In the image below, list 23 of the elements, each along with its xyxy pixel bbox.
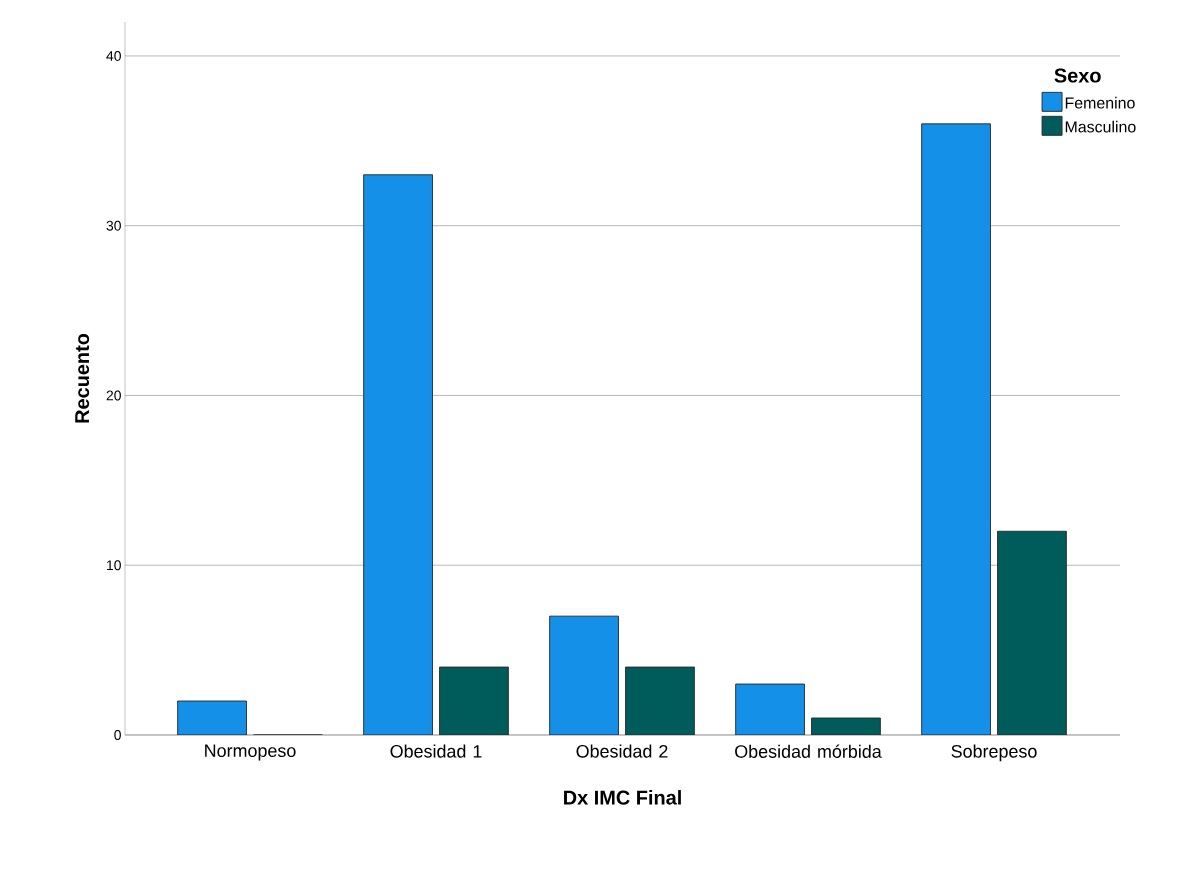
- bar: [439, 666, 509, 735]
- x-tick-label: Normopeso: [205, 744, 296, 761]
- y-tick-label: 10: [107, 560, 121, 571]
- x-axis-title: Dx IMC Final: [564, 790, 681, 805]
- x-tick-label: Sobrepeso: [951, 744, 1037, 762]
- y-axis-title: Recuento: [75, 333, 90, 423]
- y-tick-label: 40: [106, 50, 121, 61]
- legend-label: Masculino: [1065, 120, 1136, 133]
- y-tick-label: 0: [114, 730, 121, 740]
- y-tick-label: 30: [106, 220, 121, 231]
- bar: [625, 666, 695, 735]
- bar: [921, 123, 991, 735]
- bar: [363, 174, 433, 735]
- y-tick-label: 20: [106, 390, 121, 401]
- x-tick-label: Obesidad 1: [390, 744, 482, 758]
- x-tick-label: Obesidad mórbida: [735, 744, 882, 758]
- bar: [735, 683, 805, 735]
- bar: [997, 530, 1067, 735]
- bar: [177, 700, 247, 735]
- bar: [549, 615, 619, 735]
- x-tick-label: Obesidad 2: [576, 744, 668, 758]
- legend-title: Sexo: [1054, 68, 1101, 83]
- legend-label: Femenino: [1065, 96, 1135, 109]
